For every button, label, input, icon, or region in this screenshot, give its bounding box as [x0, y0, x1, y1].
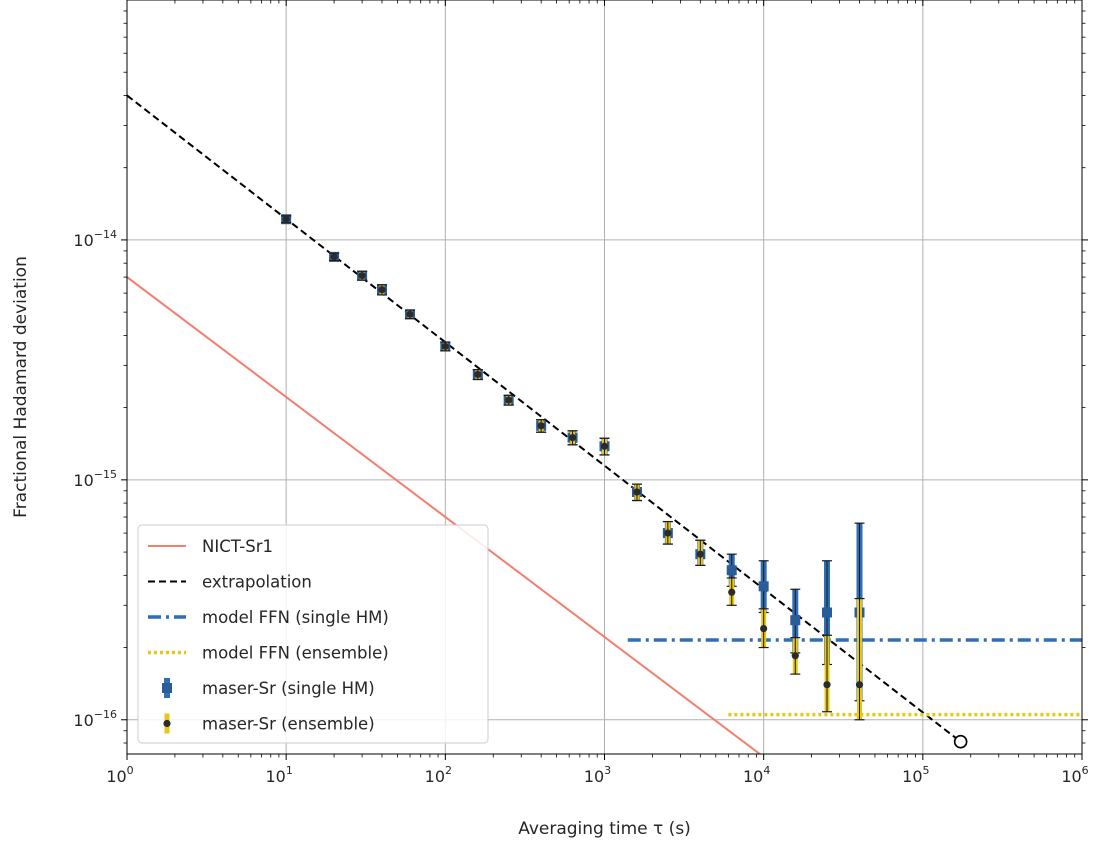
x-tick-label: 105 [902, 764, 929, 786]
series-5-points [281, 215, 865, 721]
x-tick-label: 106 [1061, 764, 1088, 786]
x-tick-label: 104 [743, 764, 770, 786]
data-point [536, 419, 547, 433]
legend-entry: model FFN (single HM) [148, 608, 389, 627]
circle-marker [441, 342, 449, 350]
circle-marker [406, 310, 414, 318]
axis-ticks: 100 101 102 103 104 105 106 10−14 10−15 10−16 [73, 0, 1089, 786]
square-marker [822, 607, 833, 618]
data-point [758, 560, 769, 614]
y-tick-label: 10−16 [73, 708, 117, 730]
circle-marker [282, 215, 290, 223]
data-point [599, 437, 610, 456]
open-circle-marker [953, 734, 968, 749]
circle-marker [823, 681, 831, 689]
series-points [281, 214, 968, 749]
legend-entry: maser-Sr (ensemble) [163, 713, 375, 734]
circle-marker [791, 652, 799, 660]
circle-marker [378, 286, 386, 294]
legend-entry: NICT-Sr1 [148, 537, 273, 556]
data-point [726, 577, 737, 606]
series-lines [127, 94, 1082, 754]
x-tick-label: 101 [265, 764, 292, 786]
legend-entry: maser-Sr (single HM) [162, 678, 375, 698]
data-point [662, 520, 673, 545]
circle-marker [728, 588, 736, 596]
data-point [758, 608, 769, 649]
circle-marker [664, 529, 672, 537]
x-tick-label: 103 [584, 764, 611, 786]
data-point [357, 270, 368, 281]
legend-label: maser-Sr (single HM) [202, 679, 375, 698]
data-point [790, 637, 801, 675]
y-tick-label: 10−15 [73, 468, 117, 490]
circle-marker [855, 681, 864, 689]
circle-marker [330, 253, 338, 261]
legend-entry: model FFN (ensemble) [148, 644, 389, 663]
circle-marker [696, 550, 704, 558]
square-marker [758, 581, 769, 592]
y-axis-label: Fractional Hadamard deviation [11, 256, 31, 518]
legend-label: extrapolation [202, 573, 312, 592]
series-0-line [127, 276, 762, 754]
circle-marker [600, 442, 609, 450]
y-tick-label: 10−14 [73, 228, 117, 250]
data-point [567, 430, 578, 446]
legend: NICT-Sr1 extrapolation model FFN (single H… [137, 524, 489, 744]
legend-label: model FFN (single HM) [202, 608, 389, 627]
data-point [822, 634, 833, 713]
data-point [854, 597, 865, 721]
square-marker [790, 615, 801, 626]
data-point [695, 539, 706, 566]
square-marker [726, 565, 737, 576]
legend-label: model FFN (ensemble) [202, 644, 389, 663]
data-point [440, 341, 451, 352]
x-tick-label: 102 [425, 764, 452, 786]
data-point [503, 394, 514, 406]
legend-box [137, 524, 489, 744]
x-tick-label: 100 [106, 764, 133, 786]
circle-marker [474, 370, 482, 379]
legend-swatch-marker [163, 719, 171, 728]
legend-label: NICT-Sr1 [202, 537, 273, 556]
data-point [631, 483, 642, 502]
legend-swatch-marker [162, 683, 172, 693]
data-point [376, 284, 387, 296]
legend-label: maser-Sr (ensemble) [202, 715, 375, 734]
circle-marker [537, 422, 545, 430]
data-point [472, 369, 483, 381]
x-axis-label: Averaging time τ (s) [518, 819, 691, 839]
circle-marker [760, 624, 768, 633]
legend-entry: extrapolation [148, 573, 312, 592]
circle-marker [568, 433, 577, 442]
circle-marker [633, 488, 641, 496]
circle-marker [505, 396, 513, 404]
data-point [405, 309, 416, 320]
circle-marker [358, 272, 366, 280]
data-point [329, 252, 340, 262]
data-point [281, 215, 292, 224]
